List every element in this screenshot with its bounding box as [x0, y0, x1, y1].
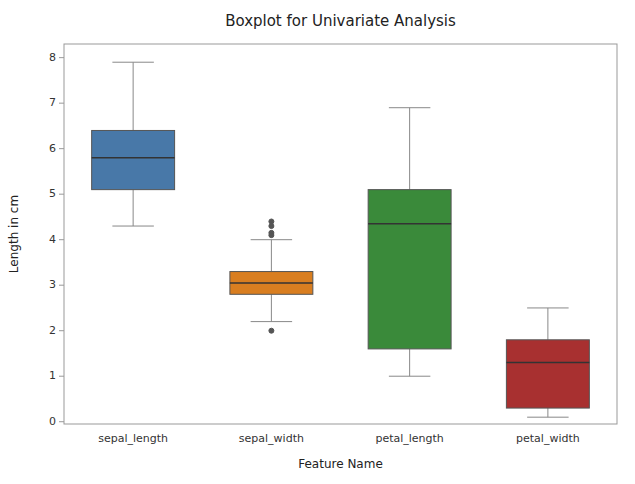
flier [269, 224, 274, 229]
lower-cap [389, 376, 430, 377]
y-tick [59, 103, 64, 104]
x-tick-label: sepal_length [98, 432, 168, 445]
box [368, 190, 451, 349]
y-tick [59, 148, 64, 149]
chart-container: 0 1 2 3 4 5 6 7 8 sepal_length sepal_width petal_le… [0, 0, 635, 484]
marks [92, 62, 590, 417]
x-tick-label: petal_length [375, 432, 443, 445]
y-tick-label: 3 [49, 278, 56, 291]
median [92, 157, 175, 159]
upper-whisker [409, 108, 410, 190]
box [506, 340, 589, 408]
y-tick [59, 421, 64, 422]
box-group [92, 62, 175, 226]
lower-cap [112, 226, 153, 227]
x-axis: sepal_length sepal_width petal_length petal… [98, 432, 580, 445]
y-tick [59, 285, 64, 286]
box-group [230, 219, 313, 333]
y-tick [59, 57, 64, 58]
flier [269, 233, 274, 238]
median [368, 223, 451, 225]
median [230, 282, 313, 284]
upper-cap [389, 107, 430, 108]
lower-cap [251, 321, 292, 322]
plot-frame [64, 44, 617, 424]
y-tick-label: 8 [49, 51, 56, 64]
lower-cap [527, 417, 568, 418]
y-tick-label: 2 [49, 324, 56, 337]
y-axis: 0 1 2 3 4 5 6 7 8 [49, 51, 64, 428]
upper-whisker [547, 308, 548, 340]
y-axis-label: Length in cm [7, 195, 21, 273]
x-tick-label: petal_width [516, 432, 580, 445]
y-tick-label: 4 [49, 233, 56, 246]
upper-cap [251, 239, 292, 240]
plot-background [64, 44, 617, 424]
lower-whisker [271, 294, 272, 321]
box-group [368, 108, 451, 377]
lower-whisker [409, 349, 410, 376]
upper-whisker [133, 62, 134, 130]
title: Boxplot for Univariate Analysis [225, 12, 456, 30]
y-tick-label: 1 [49, 369, 56, 382]
box [92, 130, 175, 189]
y-tick-label: 7 [49, 96, 56, 109]
y-tick-label: 0 [49, 415, 56, 428]
upper-whisker [271, 240, 272, 272]
y-tick [59, 194, 64, 195]
box-group [506, 308, 589, 417]
upper-cap [527, 307, 568, 308]
median [506, 362, 589, 364]
flier [269, 328, 274, 333]
chart-svg: 0 1 2 3 4 5 6 7 8 sepal_length sepal_width petal_le… [0, 0, 635, 484]
upper-cap [112, 62, 153, 63]
box [230, 272, 313, 295]
y-tick-label: 6 [49, 142, 56, 155]
y-tick [59, 330, 64, 331]
lower-whisker [133, 190, 134, 226]
x-tick-label: sepal_width [239, 432, 304, 445]
lower-whisker [547, 408, 548, 417]
y-tick [59, 376, 64, 377]
y-tick [59, 239, 64, 240]
y-tick-label: 5 [49, 187, 56, 200]
x-axis-label: Feature Name [298, 457, 383, 471]
